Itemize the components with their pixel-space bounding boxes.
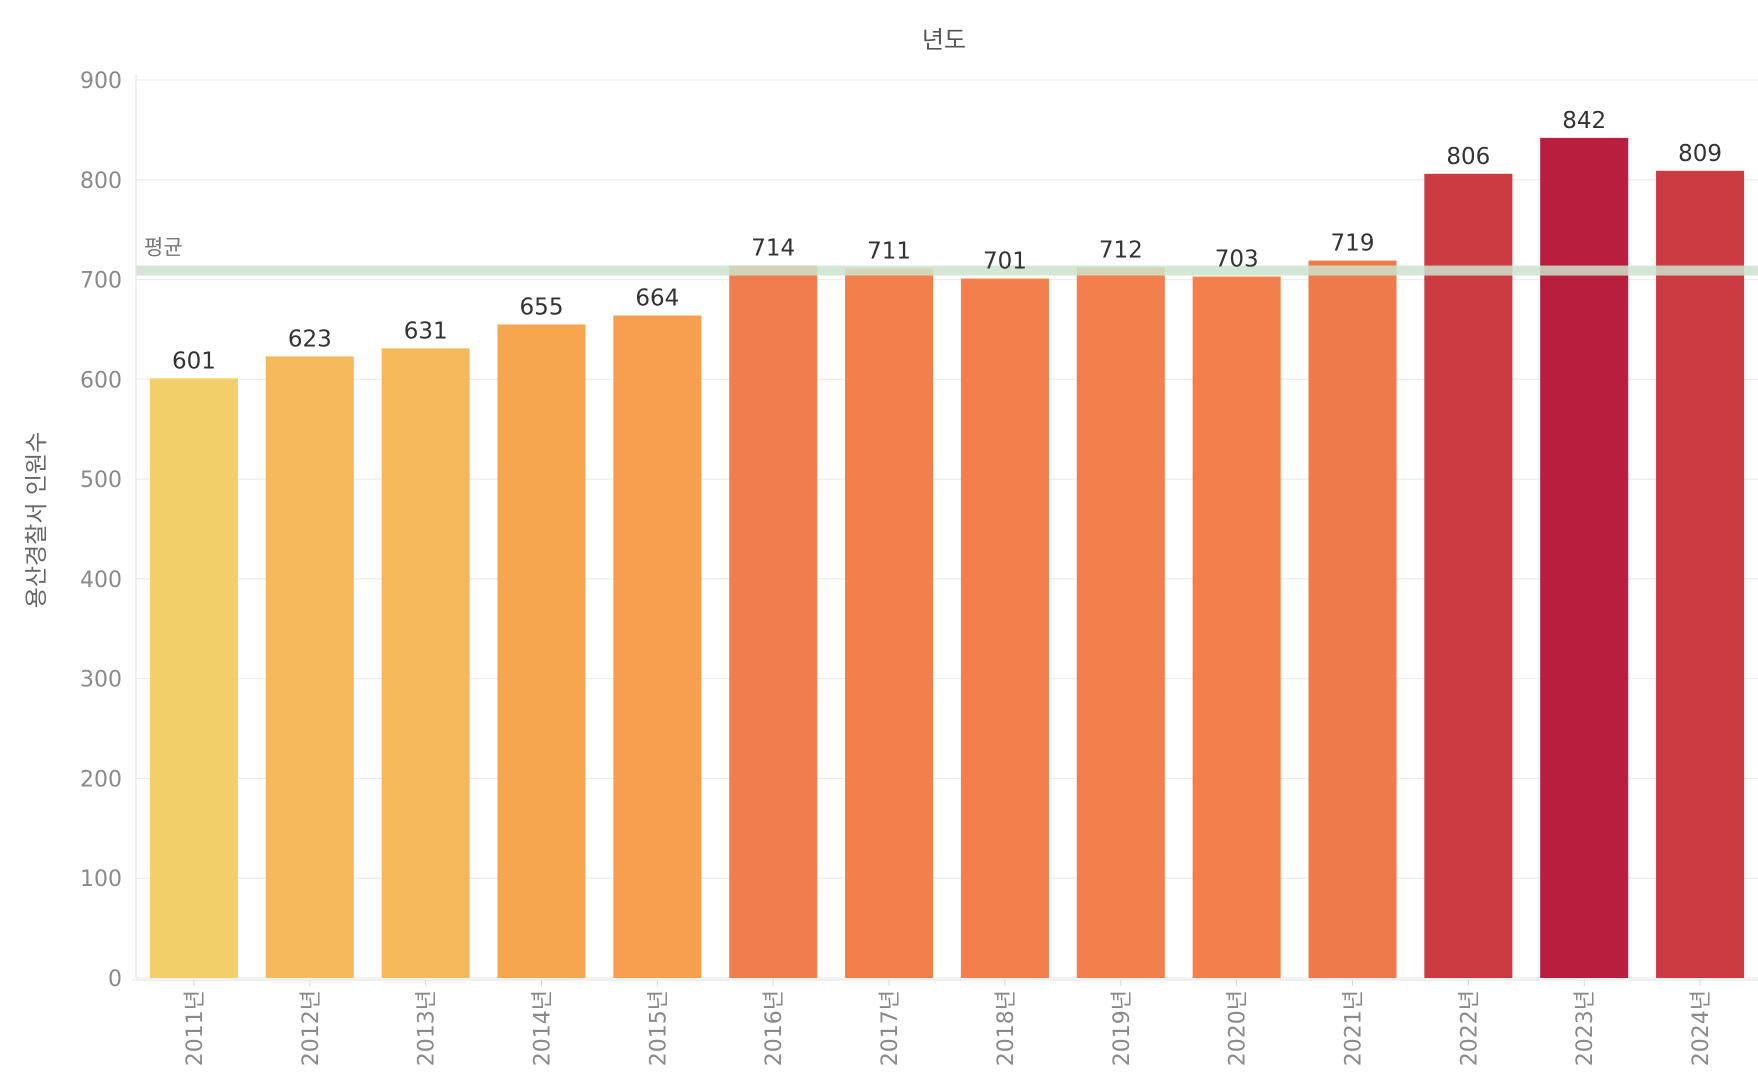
x-tick-label: 2011년 (183, 990, 208, 1066)
bar[interactable] (1540, 137, 1629, 979)
data-label: 631 (404, 318, 448, 344)
data-label: 714 (751, 236, 795, 262)
bar[interactable] (149, 378, 238, 978)
data-label: 701 (983, 249, 1027, 275)
y-axis-title: 용산경찰서 인원수 (24, 432, 50, 609)
y-tick-label: 500 (80, 468, 122, 493)
x-tick-label: 2018년 (994, 990, 1019, 1066)
x-tick-label: 2021년 (1342, 990, 1367, 1066)
x-tick-label: 2016년 (762, 990, 787, 1066)
x-tick-label: 2015년 (646, 990, 671, 1066)
data-label: 719 (1331, 231, 1375, 257)
y-tick-label: 600 (80, 368, 122, 393)
average-line (136, 265, 1758, 276)
data-label: 809 (1678, 141, 1722, 167)
y-tick-label: 100 (80, 867, 122, 892)
average-line-layer: 평균 (136, 236, 1758, 276)
y-tick-label: 800 (80, 169, 122, 194)
data-label: 842 (1562, 108, 1606, 134)
x-tick-label: 2013년 (415, 990, 440, 1066)
bar[interactable] (1308, 260, 1397, 978)
chart-title: 년도 (922, 26, 966, 54)
grid-layer (136, 79, 1758, 979)
data-label: 655 (520, 294, 564, 320)
x-tick-label: 2024년 (1689, 990, 1714, 1066)
x-tick-label: 2022년 (1457, 990, 1482, 1066)
data-label: 703 (1215, 247, 1259, 273)
x-tick-label: 2017년 (878, 990, 903, 1066)
bar[interactable] (613, 315, 702, 978)
bar[interactable] (1076, 267, 1165, 978)
y-axis: 0 100 200 300 400 500 600 700 800 900 (80, 69, 137, 992)
bar[interactable] (497, 324, 586, 978)
y-tick-label: 700 (80, 269, 122, 294)
bar[interactable] (1192, 276, 1281, 978)
data-label: 623 (288, 326, 332, 352)
bar[interactable] (960, 278, 1049, 979)
y-tick-label: 300 (80, 668, 122, 693)
bar[interactable] (265, 356, 354, 979)
bar[interactable] (1424, 173, 1513, 978)
bars-layer (149, 137, 1745, 979)
x-tick-label: 2019년 (1110, 990, 1135, 1066)
x-axis: 2011년 2012년 2013년 2014년 2015년 2016년 2017년 2018년… (132, 979, 1758, 1066)
data-label: 601 (172, 348, 216, 374)
y-tick-label: 200 (80, 767, 122, 792)
data-labels-layer: 601 623 631 655 664 714 711 701 712 703 719 806 842 8… (172, 108, 1722, 374)
x-tick-label: 2020년 (1226, 990, 1251, 1066)
bar[interactable] (729, 265, 818, 978)
data-label: 664 (635, 285, 679, 311)
bar[interactable] (845, 268, 934, 979)
y-tick-label: 400 (80, 568, 122, 593)
data-label: 712 (1099, 238, 1143, 264)
x-tick-label: 2023년 (1573, 990, 1598, 1066)
x-tick-label: 2012년 (299, 990, 324, 1066)
x-tick-label: 2014년 (531, 990, 556, 1066)
bar[interactable] (1656, 170, 1745, 978)
average-label: 평균 (144, 236, 183, 260)
y-tick-label: 0 (108, 967, 122, 992)
data-label: 711 (867, 239, 911, 265)
y-tick-label: 900 (80, 69, 122, 94)
bar[interactable] (381, 348, 470, 978)
data-label: 806 (1446, 144, 1490, 170)
